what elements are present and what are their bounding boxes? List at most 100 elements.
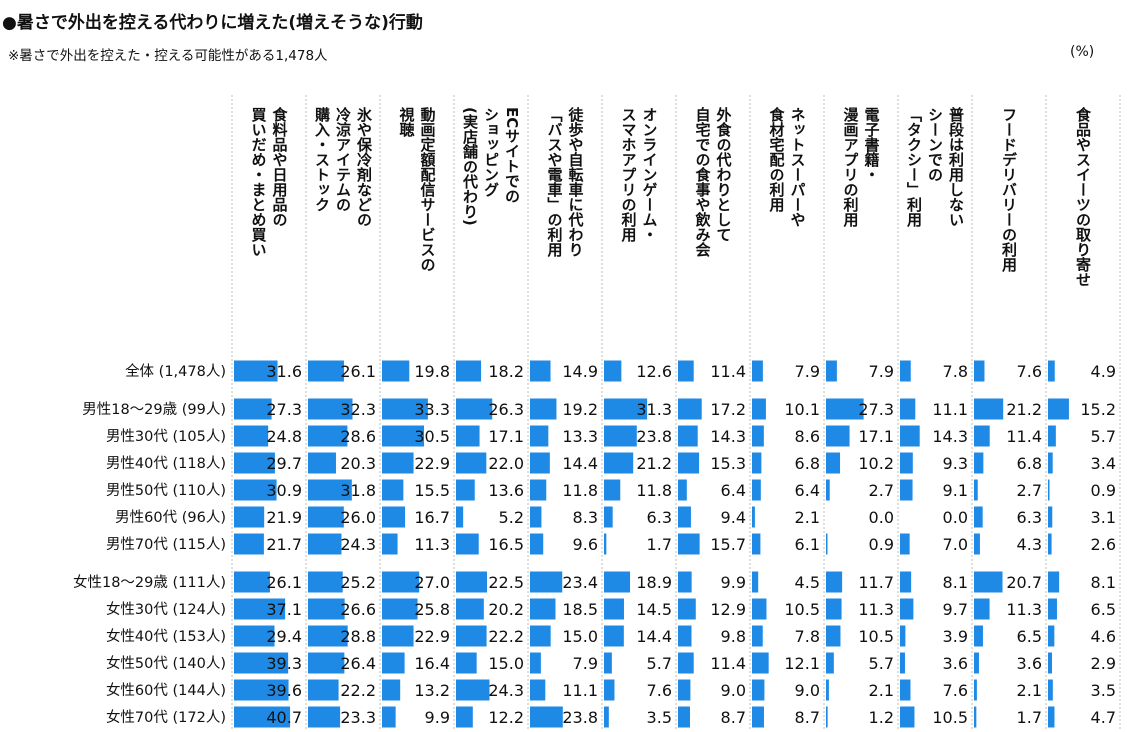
value-label: 23.8 (636, 427, 672, 446)
value-label: 9.0 (721, 681, 746, 700)
row-label: 女性18～29歳 (111人) (73, 573, 226, 591)
value-label: 31.3 (636, 400, 672, 419)
bar-10-6 (604, 625, 624, 647)
bar-1-9 (826, 360, 837, 382)
bar-9-1 (234, 598, 286, 620)
value-label: 4.3 (1017, 535, 1042, 554)
value-label: 20.2 (488, 600, 524, 619)
value-label: 16.7 (414, 508, 450, 527)
column-header-10-line-1: 普段は利用しない (947, 106, 965, 227)
value-label: 8.7 (795, 708, 820, 727)
value-label: 2.1 (1017, 681, 1042, 700)
value-label: 23.8 (562, 708, 598, 727)
bar-5-4 (456, 479, 475, 501)
value-label: 21.9 (266, 508, 302, 527)
bar-13-5 (530, 706, 563, 728)
bar-9-6 (604, 598, 624, 620)
value-label: 9.1 (943, 481, 968, 500)
value-label: 1.2 (869, 708, 894, 727)
value-label: 14.3 (932, 427, 968, 446)
value-label: 21.2 (1006, 400, 1042, 419)
column-header-10-line-2: シーンでの (926, 107, 944, 182)
bar-5-12 (1048, 479, 1050, 501)
column-header-6-line-1: オンラインゲーム・ (641, 107, 659, 242)
value-label: 6.8 (795, 454, 820, 473)
bar-7-8 (752, 533, 761, 555)
value-label: 6.8 (1017, 454, 1042, 473)
bar-2-9 (826, 398, 864, 420)
value-label: 9.4 (721, 508, 746, 527)
row-label: 男性40代 (118人) (106, 455, 226, 472)
value-label: 20.3 (340, 454, 376, 473)
bar-10-11 (974, 625, 983, 647)
value-label: 18.5 (562, 600, 598, 619)
value-label: 17.1 (488, 427, 524, 446)
bar-13-7 (678, 706, 690, 728)
bar-12-10 (900, 679, 911, 701)
value-label: 12.2 (488, 708, 524, 727)
bar-6-2 (308, 506, 344, 528)
bar-11-5 (530, 652, 541, 674)
bar-4-12 (1048, 452, 1053, 474)
value-label: 4.6 (1091, 627, 1116, 646)
row-label: 男性50代 (110人) (106, 482, 226, 499)
bar-13-11 (974, 706, 977, 728)
value-label: 9.9 (721, 573, 746, 592)
value-label: 9.9 (425, 708, 450, 727)
value-label: 10.5 (784, 600, 820, 619)
value-label: 22.5 (488, 573, 524, 592)
column-header-4-line-1: ECサイトでの (503, 107, 521, 203)
bar-1-6 (604, 360, 622, 382)
bar-10-8 (752, 625, 763, 647)
bar-2-12 (1048, 398, 1069, 420)
bar-10-12 (1048, 625, 1055, 647)
bar-12-11 (974, 679, 977, 701)
bar-12-8 (752, 679, 765, 701)
bar-11-12 (1048, 652, 1052, 674)
bar-7-12 (1048, 533, 1052, 555)
row-label: 男性30代 (105人) (106, 428, 226, 445)
value-label: 0.0 (943, 508, 968, 527)
value-label: 28.8 (340, 627, 376, 646)
bar-12-9 (826, 679, 829, 701)
bar-2-4 (456, 398, 493, 420)
row-label: 全体 (1,478人) (125, 362, 226, 380)
column-header-11-line-1: フードデリバリーの利用 (1000, 107, 1018, 273)
column-header-5-line-2: 「バスや電車」の利用 (546, 107, 564, 258)
value-label: 19.8 (414, 362, 450, 381)
bar-7-5 (530, 533, 544, 555)
value-label: 37.1 (266, 600, 302, 619)
value-label: 26.6 (340, 600, 376, 619)
value-label: 7.6 (647, 681, 672, 700)
value-label: 1.7 (647, 535, 672, 554)
bar-1-10 (900, 360, 911, 382)
bar-9-4 (456, 598, 484, 620)
value-label: 15.0 (562, 627, 598, 646)
bar-11-3 (382, 652, 405, 674)
chart-subtitle: ※暑さで外出を控えた・控える可能性がある1,478人 (8, 48, 328, 64)
bar-9-10 (900, 598, 914, 620)
bar-13-2 (308, 706, 341, 728)
bar-12-4 (456, 679, 490, 701)
bar-5-10 (900, 479, 913, 501)
value-label: 6.3 (647, 508, 672, 527)
value-label: 14.4 (636, 627, 672, 646)
bar-3-10 (900, 425, 920, 447)
bar-6-5 (530, 506, 542, 528)
value-label: 18.9 (636, 573, 672, 592)
value-label: 7.6 (1017, 362, 1042, 381)
value-label: 20.7 (1006, 573, 1042, 592)
bar-11-1 (234, 652, 289, 674)
value-label: 15.0 (488, 654, 524, 673)
bar-1-1 (234, 360, 278, 382)
value-label: 11.8 (636, 481, 672, 500)
bar-12-3 (382, 679, 401, 701)
bar-9-11 (974, 598, 990, 620)
row-label: 女性60代 (144人) (106, 681, 226, 699)
bar-3-9 (826, 425, 850, 447)
bar-7-4 (456, 533, 479, 555)
value-label: 7.9 (573, 654, 598, 673)
value-label: 9.6 (573, 535, 598, 554)
value-label: 31.6 (266, 362, 302, 381)
value-label: 1.7 (1017, 708, 1042, 727)
